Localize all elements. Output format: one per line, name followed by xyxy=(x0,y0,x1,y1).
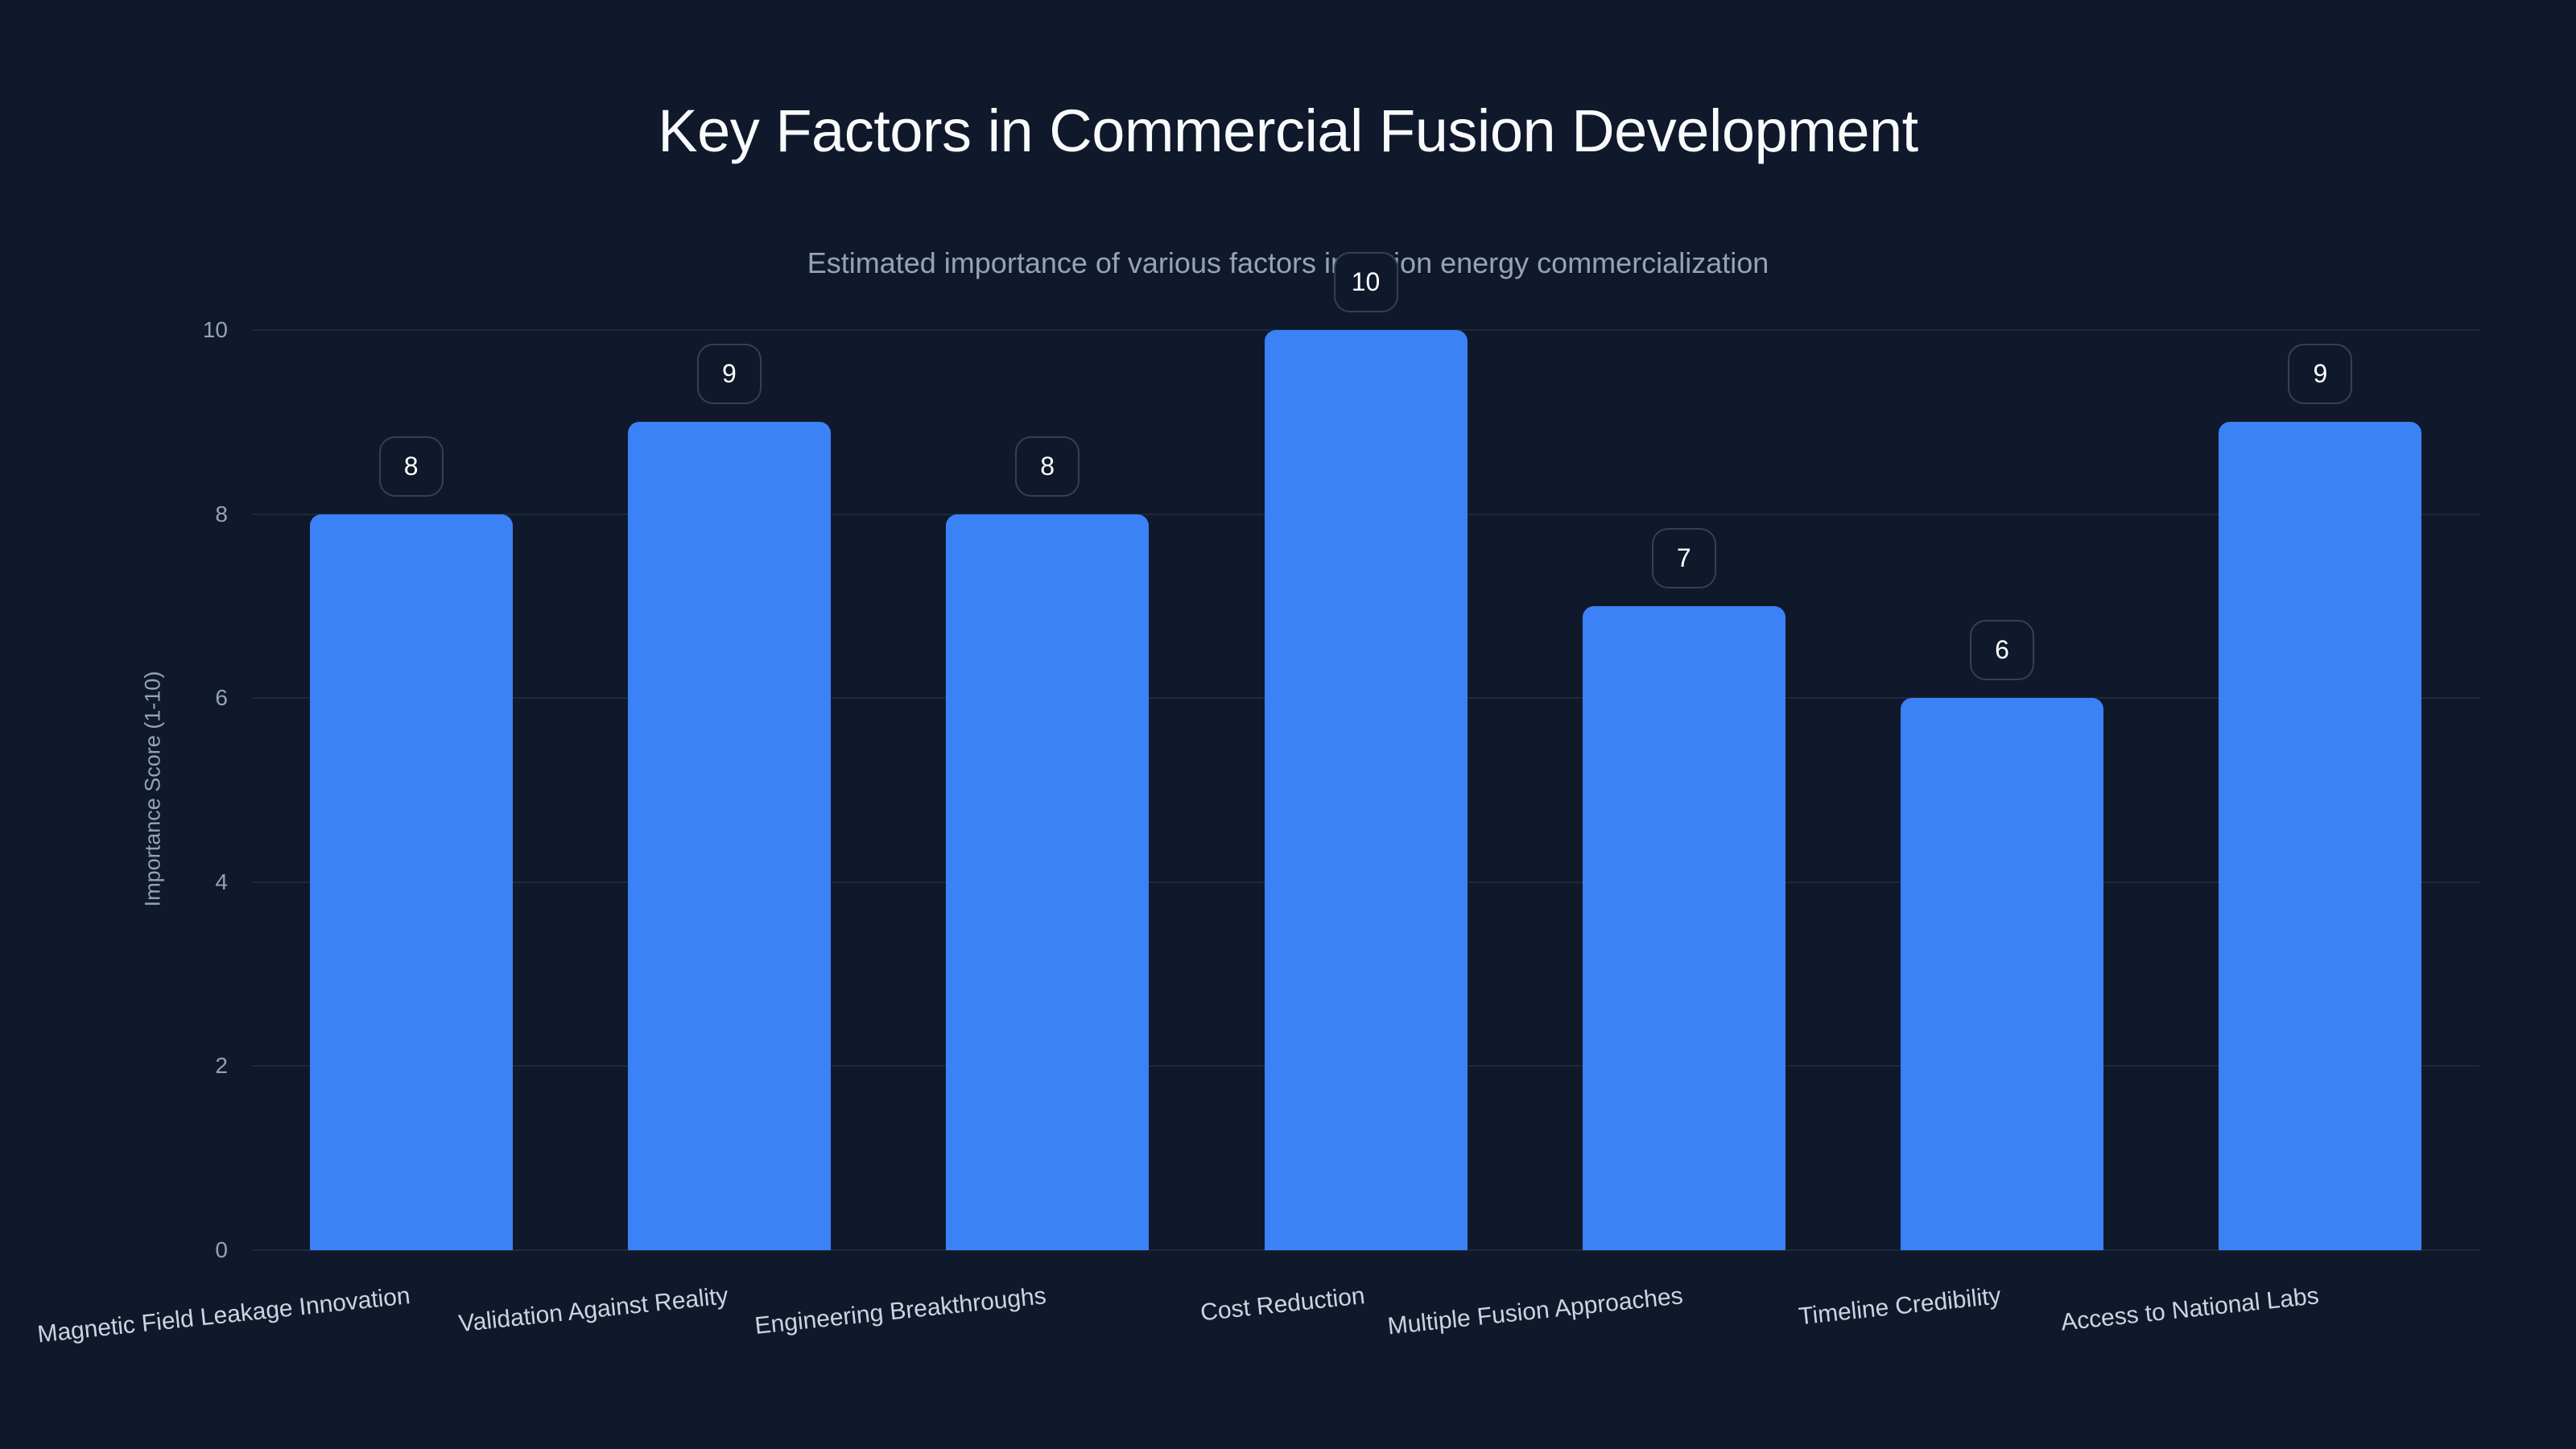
data-label: 8 xyxy=(378,436,444,497)
bar[interactable] xyxy=(2219,422,2422,1250)
data-label: 7 xyxy=(1651,527,1716,588)
y-tick-label: 2 xyxy=(215,1053,228,1079)
x-tick-label: Magnetic Field Leakage Innovation xyxy=(35,1282,411,1348)
bar[interactable] xyxy=(627,422,831,1250)
data-label: 8 xyxy=(1015,436,1080,497)
x-tick-label: Timeline Credibility xyxy=(1797,1282,2003,1331)
chart-subtitle: Estimated importance of various factors … xyxy=(807,246,1769,279)
x-tick-label: Access to National Labs xyxy=(2059,1282,2321,1336)
data-label: 10 xyxy=(1333,252,1398,312)
bar[interactable] xyxy=(309,514,513,1250)
bar[interactable] xyxy=(946,514,1150,1250)
plot-area: 8 9 8 10 7 6 9 xyxy=(252,252,2479,1251)
data-label: 9 xyxy=(2288,344,2353,405)
y-axis-label: Importance Score (1-10) xyxy=(140,671,165,907)
x-tick-label: Cost Reduction xyxy=(1199,1282,1366,1327)
bar[interactable] xyxy=(1582,605,1785,1250)
bar[interactable] xyxy=(1901,698,2104,1250)
data-label: 6 xyxy=(1970,620,2035,681)
y-tick-label: 10 xyxy=(202,317,228,342)
data-label: 9 xyxy=(696,344,762,405)
y-tick-label: 6 xyxy=(215,685,228,711)
x-tick-label: Multiple Fusion Approaches xyxy=(1385,1282,1684,1340)
y-tick-label: 0 xyxy=(215,1237,228,1262)
y-tick-label: 4 xyxy=(215,869,228,894)
gridline xyxy=(252,1249,2479,1251)
y-tick-label: 8 xyxy=(215,501,228,526)
x-tick-label: Validation Against Reality xyxy=(457,1282,730,1338)
chart-title: Key Factors in Commercial Fusion Develop… xyxy=(658,97,1918,164)
bar[interactable] xyxy=(1264,330,1468,1250)
x-tick-label: Engineering Breakthroughs xyxy=(753,1282,1048,1340)
